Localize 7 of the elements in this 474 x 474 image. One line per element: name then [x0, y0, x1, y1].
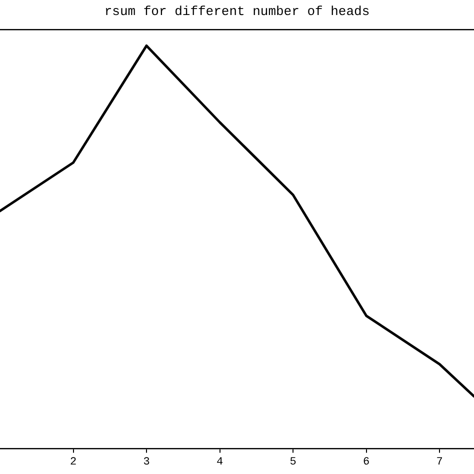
- x-tick-label: 7: [436, 456, 443, 468]
- chart-title: rsum for different number of heads: [104, 4, 370, 20]
- x-tick-label: 6: [363, 456, 370, 468]
- x-tick-label: 5: [290, 456, 296, 468]
- x-tick-label: 3: [143, 456, 150, 468]
- x-tick-label: 4: [216, 456, 224, 468]
- x-tick-label: 2: [70, 456, 77, 468]
